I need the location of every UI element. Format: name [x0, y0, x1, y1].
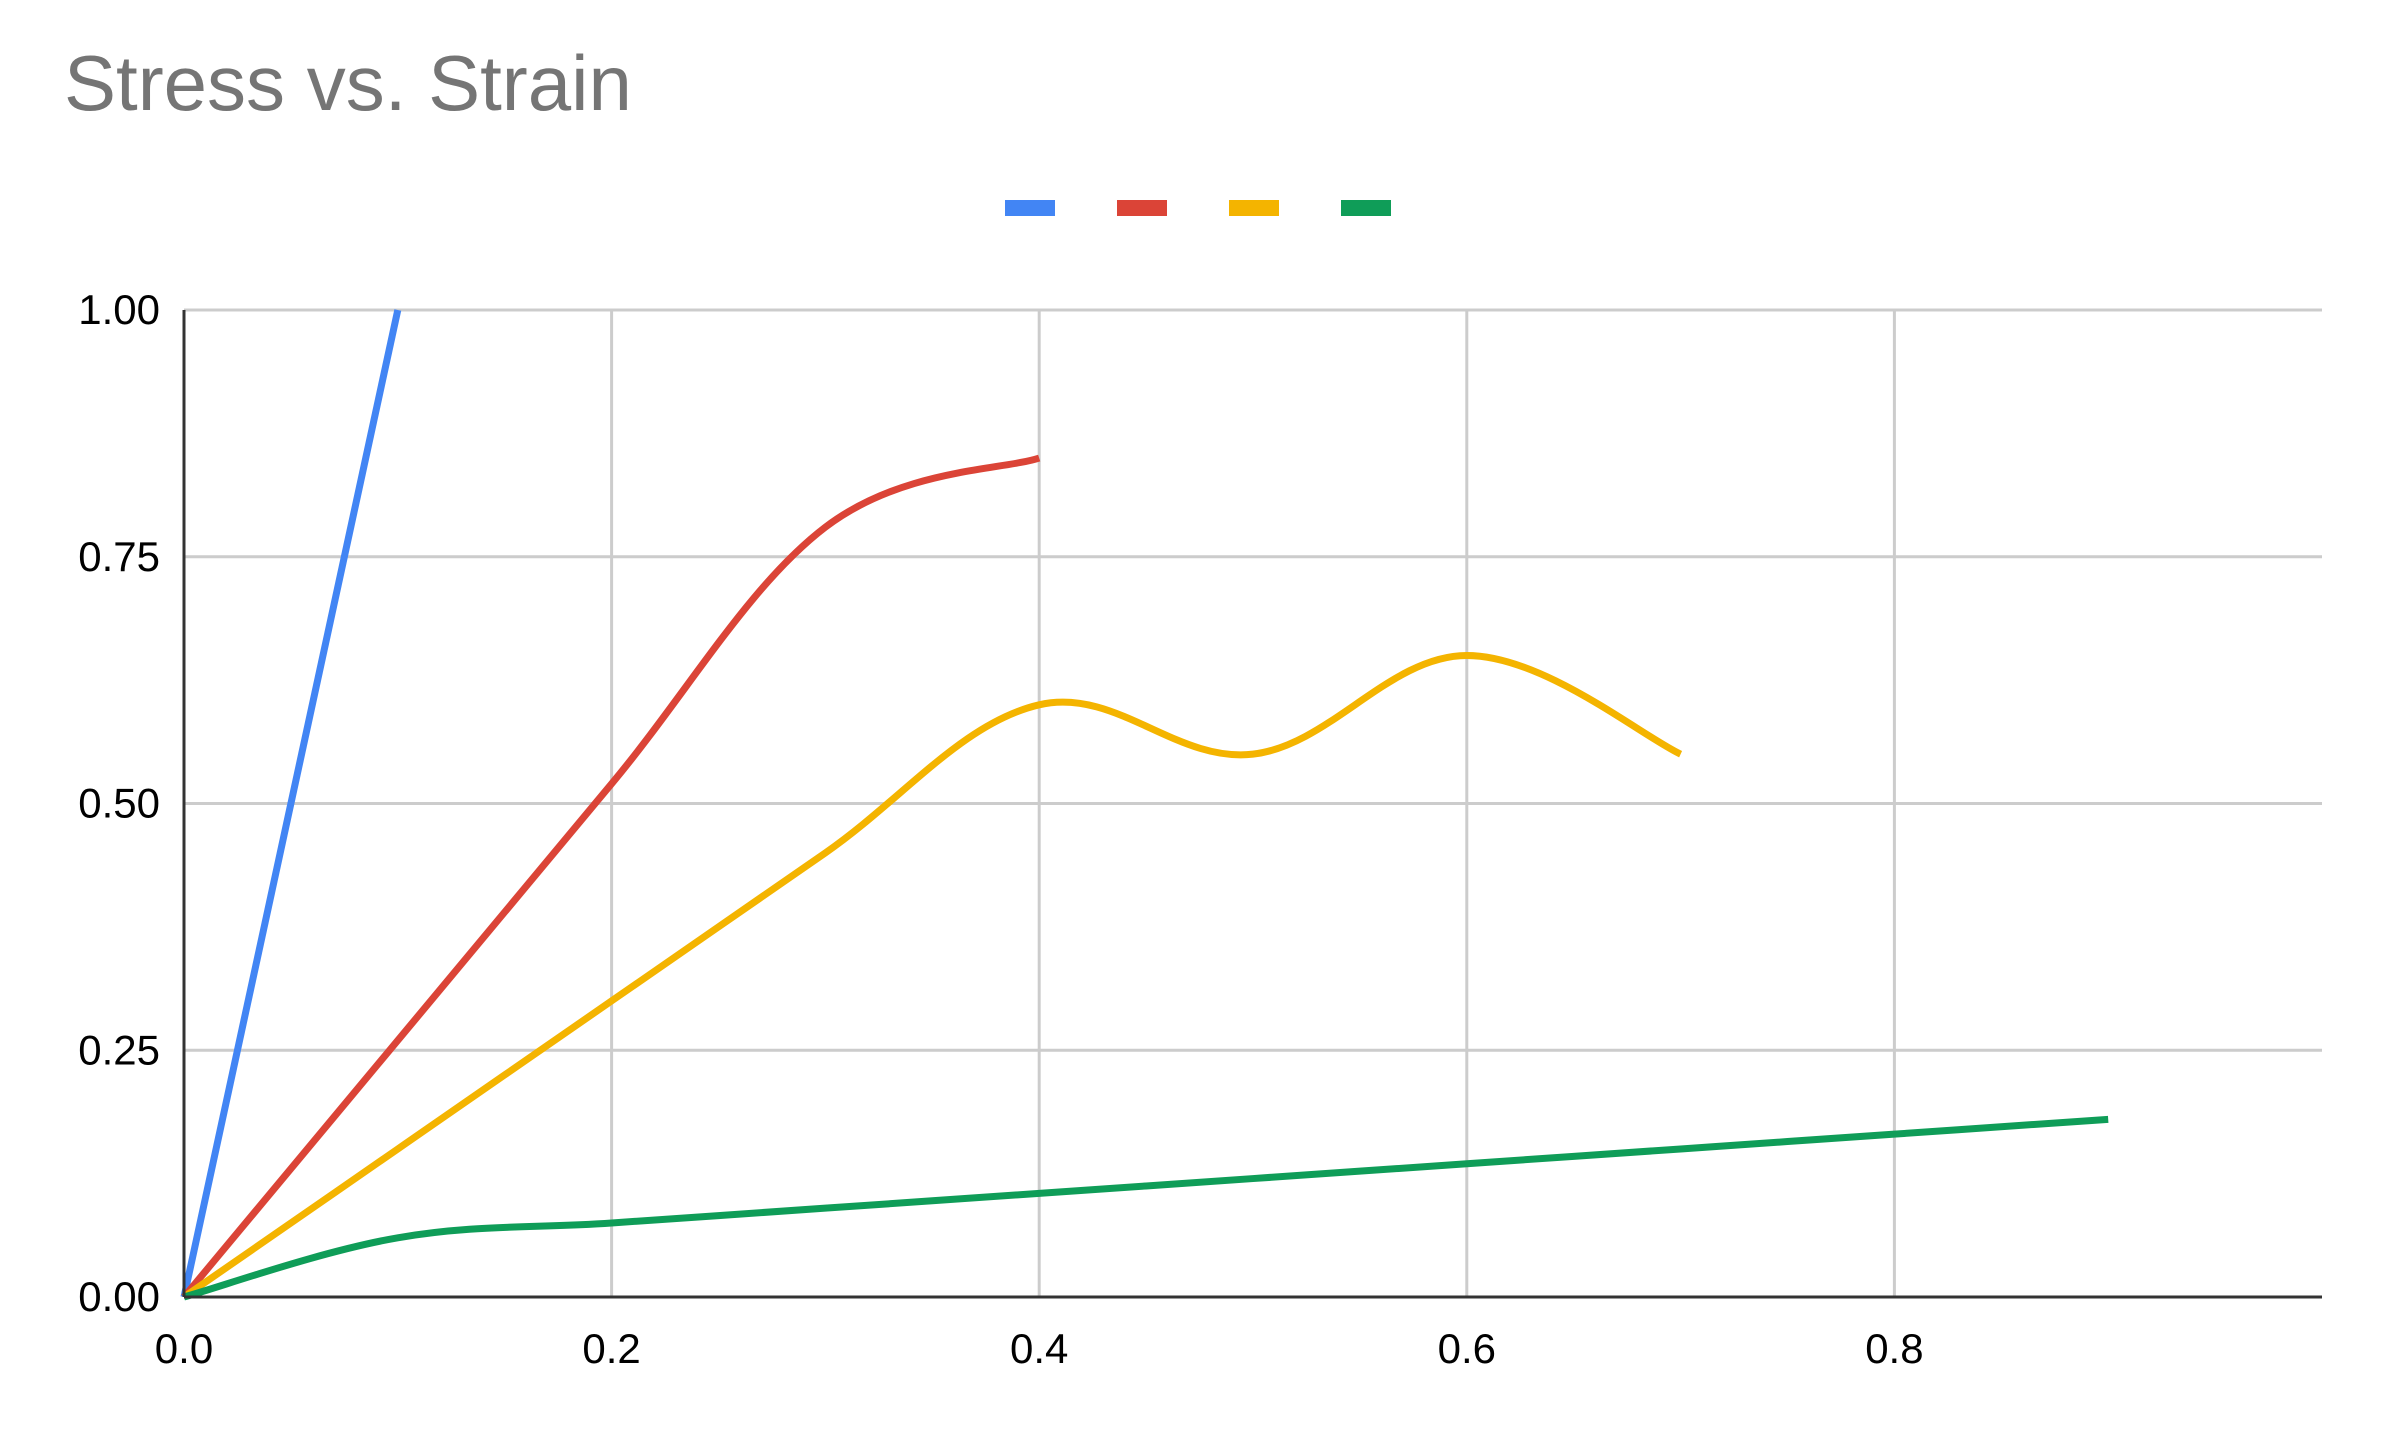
y-tick-label: 1.00 [78, 286, 160, 333]
y-tick-label: 0.75 [78, 533, 160, 580]
legend-swatch-3 [1229, 200, 1279, 216]
tick-labels: 0.00 0.25 0.50 0.75 1.00 0.0 0.2 0.4 0.6 0.8 [78, 286, 1923, 1372]
x-tick-label: 0.2 [582, 1325, 640, 1372]
axes [182, 310, 2322, 1299]
x-tick-label: 0.8 [1865, 1325, 1923, 1372]
series-layer [180, 309, 2109, 1301]
chart-title: Stress vs. Strain [64, 39, 632, 127]
x-tick-label: 0.4 [1010, 1325, 1068, 1372]
x-tick-label: 0.0 [155, 1325, 213, 1372]
series-line-3 [182, 651, 1683, 1300]
grid [184, 308, 2322, 1297]
legend-swatch-1 [1005, 200, 1055, 216]
x-tick-label: 0.6 [1438, 1325, 1496, 1372]
legend-swatch-2 [1117, 200, 1167, 216]
legend [1005, 200, 1391, 216]
legend-swatch-4 [1341, 200, 1391, 216]
series-line-2 [181, 454, 1041, 1300]
series-line-4 [183, 1115, 2109, 1301]
series-line-1 [180, 309, 402, 1298]
y-tick-label: 0.25 [78, 1026, 160, 1073]
y-tick-label: 0.50 [78, 780, 160, 827]
y-tick-label: 0.00 [78, 1273, 160, 1320]
